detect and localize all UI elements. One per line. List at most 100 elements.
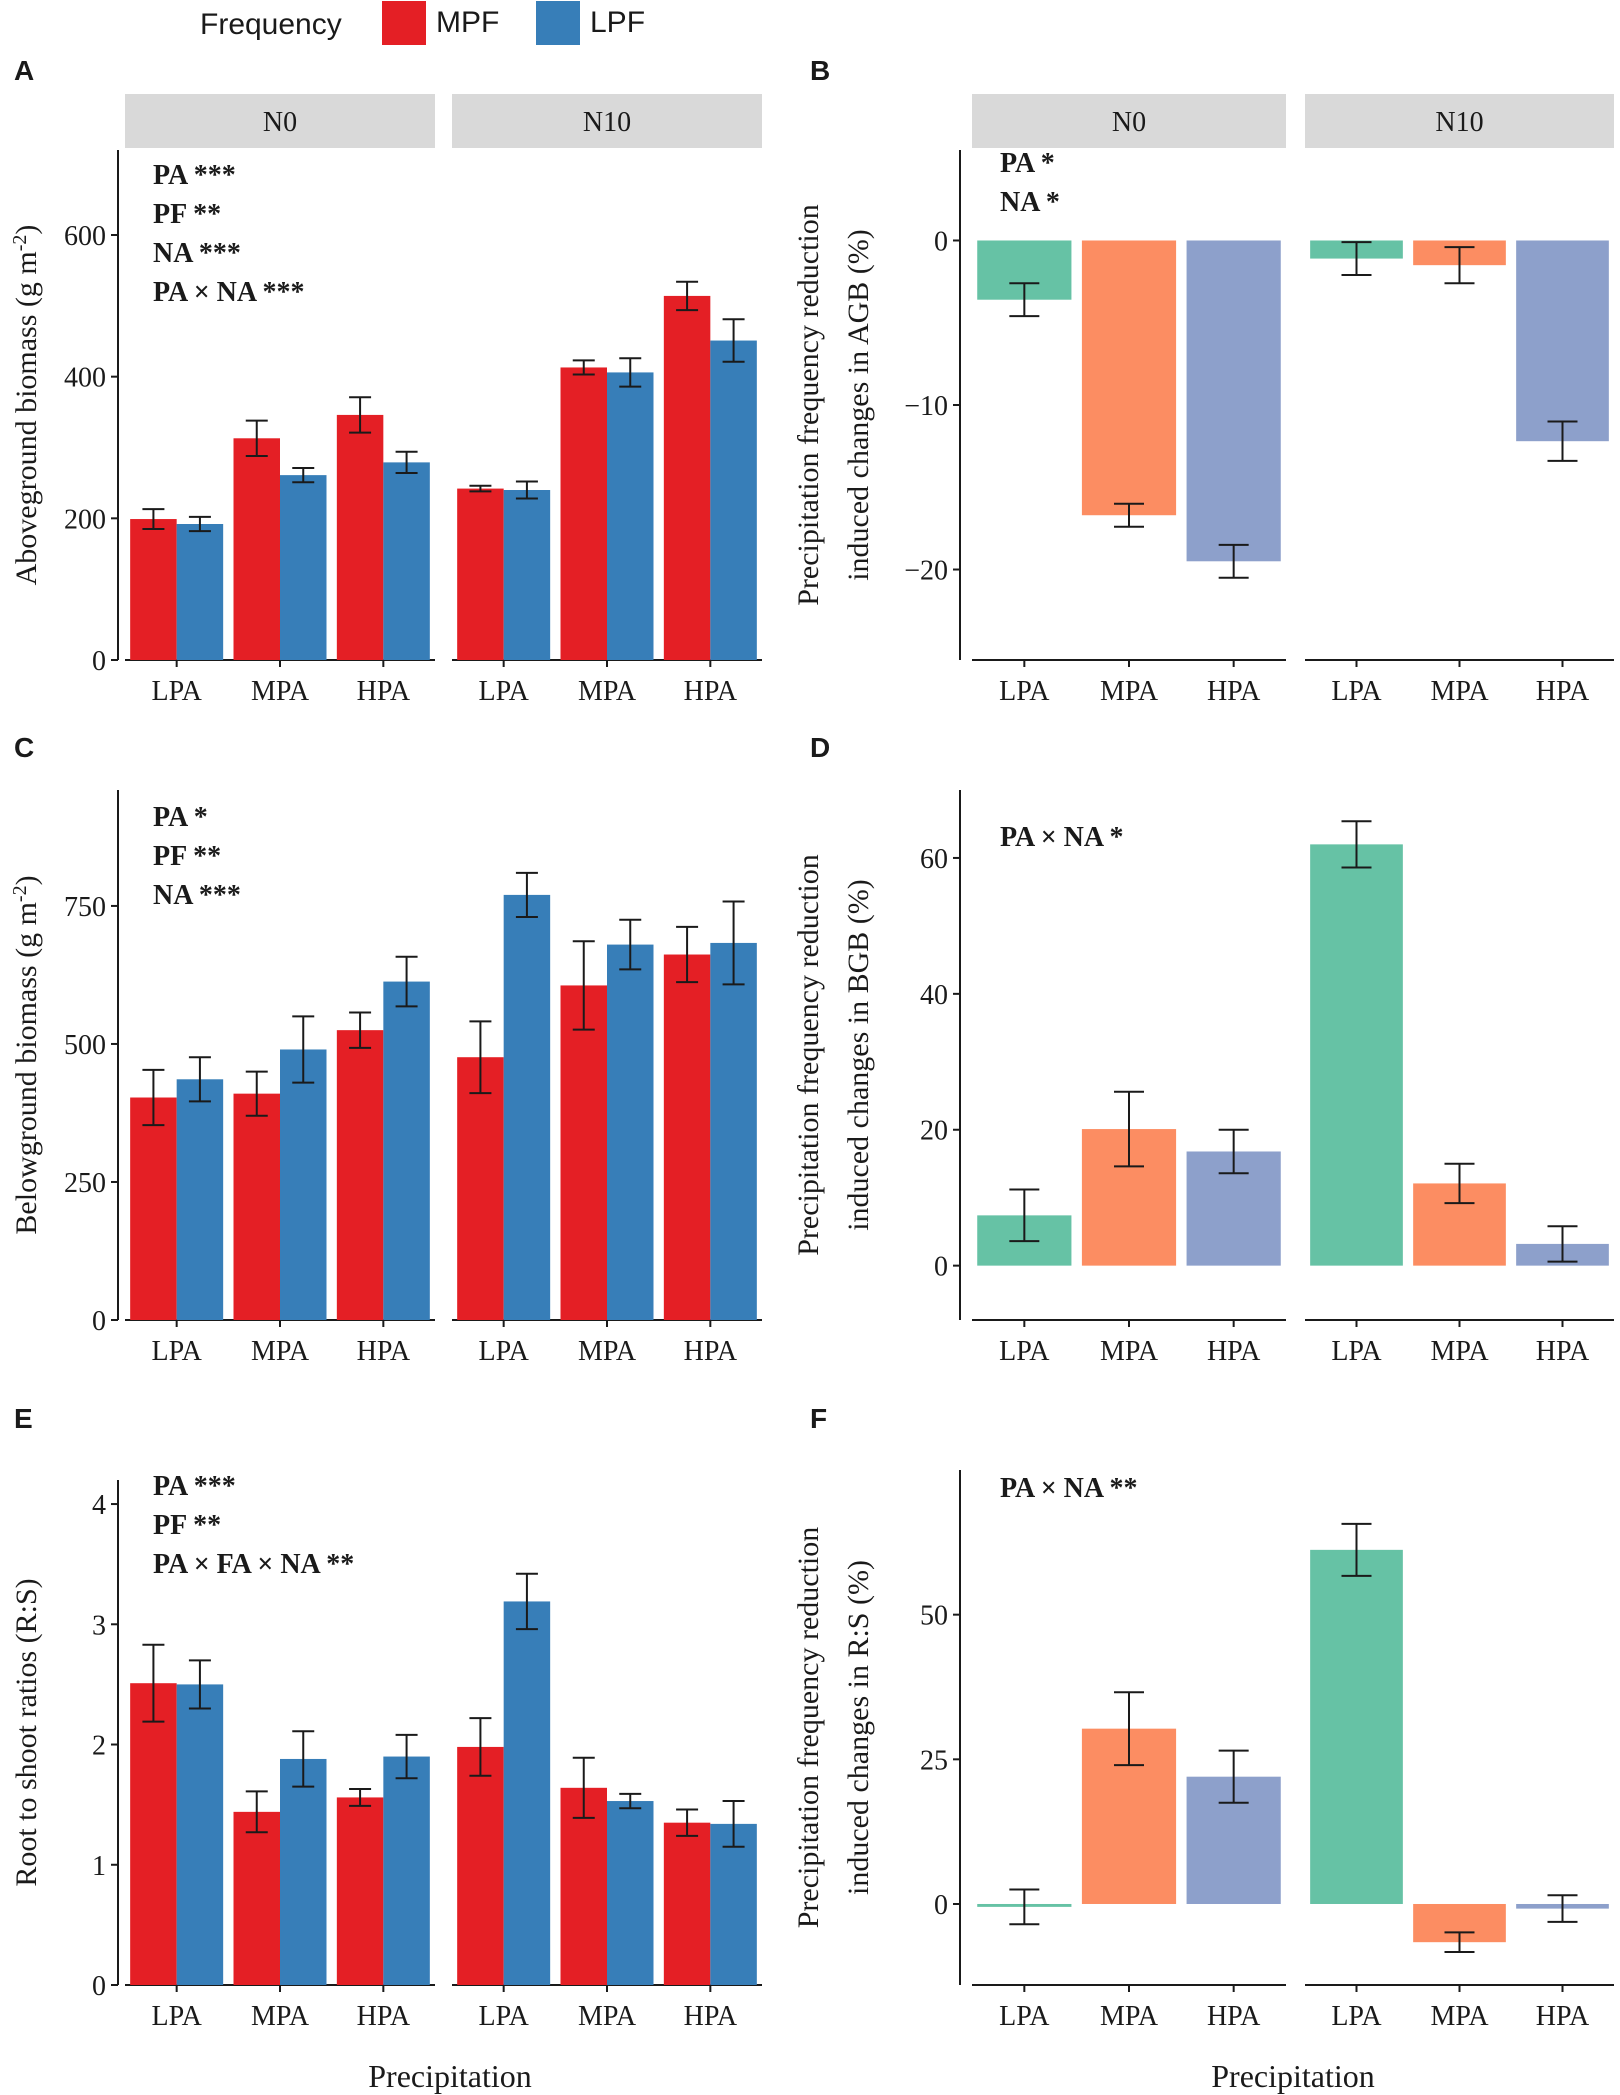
- bar-a-0-hpa-mpf: [336, 414, 384, 660]
- panel-d: D 0 20 40 60 Precipitation frequency reductio…: [792, 732, 1614, 1367]
- y-axis-title-d-line2: induced changes in BGB (%): [842, 879, 875, 1231]
- facet-strip-label-b-0: N0: [1112, 107, 1146, 138]
- legend: Frequency MPF LPF: [200, 1, 645, 45]
- facet-strip-label-a-0: N0: [263, 107, 297, 138]
- bar-e-1-lpa-mpf: [457, 1746, 504, 1985]
- x-tick-label-d-1-2: HPA: [1536, 1336, 1590, 1367]
- y-tick-label-e-2: 2: [92, 1731, 106, 1762]
- x-tick-label-a-0-1: MPA: [251, 676, 310, 707]
- bar-c-1-hpa-mpf: [663, 954, 711, 1320]
- x-tick-label-c-1-0: LPA: [479, 1336, 530, 1367]
- bar-a-0-lpa-lpf: [176, 524, 224, 660]
- bar-a-0-mpa-lpf: [280, 475, 327, 660]
- bar-c-0-lpa-mpf: [130, 1097, 177, 1320]
- panel-letter-d: D: [810, 732, 830, 763]
- panel-letter-c: C: [14, 732, 34, 763]
- x-tick-label-f-1-0: LPA: [1331, 2001, 1382, 2032]
- y-tick-label-d-3: 60: [920, 844, 948, 875]
- x-tick-label-b-0-1: MPA: [1100, 676, 1159, 707]
- x-tick-label-a-0-2: HPA: [357, 676, 411, 707]
- y-axis-title-b-line2: induced changes in AGB (%): [842, 229, 875, 581]
- bar-c-0-hpa-mpf: [336, 1030, 384, 1320]
- x-tick-label-c-1-1: MPA: [578, 1336, 637, 1367]
- x-tick-label-f-0-1: MPA: [1100, 2001, 1159, 2032]
- annotation-a-2: NA ***: [153, 238, 241, 269]
- annotation-c-0: PA *: [153, 802, 208, 833]
- bar-a-1-mpa-mpf: [560, 367, 607, 660]
- x-tick-label-d-0-0: LPA: [999, 1336, 1050, 1367]
- bar-d-1-lpa: [1310, 844, 1403, 1266]
- x-axis-title-right: Precipitation: [1211, 2058, 1375, 2094]
- annotation-f-0: PA × NA **: [1000, 1473, 1138, 1504]
- panel-letter-b: B: [810, 55, 830, 86]
- bar-e-0-hpa-mpf: [336, 1797, 384, 1985]
- x-tick-label-a-1-2: HPA: [684, 676, 738, 707]
- x-tick-label-f-1-2: HPA: [1536, 2001, 1590, 2032]
- annotation-b-0: PA *: [1000, 148, 1055, 179]
- bar-e-0-lpa-mpf: [130, 1683, 177, 1985]
- bar-f-1-lpa: [1310, 1549, 1403, 1904]
- x-tick-label-f-0-2: HPA: [1207, 2001, 1261, 2032]
- y-tick-label-a-2: 400: [64, 363, 106, 394]
- facet-e-n10: LPA MPA HPA: [452, 1572, 762, 2032]
- legend-swatch-lpf: [536, 1, 580, 45]
- bar-e-1-lpa-lpf: [503, 1601, 551, 1985]
- y-tick-label-f-0: 0: [934, 1890, 948, 1921]
- bar-b-1-hpa: [1516, 240, 1609, 442]
- panel-b: B −20 −10 0 Precipitation frequency reductio…: [792, 55, 1614, 707]
- panel-letter-a: A: [14, 55, 34, 86]
- panel-letter-e: E: [14, 1403, 33, 1434]
- annotation-c-2: NA ***: [153, 880, 241, 911]
- bar-a-1-hpa-mpf: [663, 295, 711, 660]
- bar-e-1-mpa-mpf: [560, 1787, 607, 1985]
- bar-a-1-hpa-lpf: [710, 340, 757, 660]
- bar-c-0-lpa-lpf: [176, 1079, 224, 1320]
- facet-d-n10: LPA MPA HPA: [1305, 820, 1614, 1367]
- y-tick-label-d-0: 0: [934, 1252, 948, 1283]
- bar-e-1-mpa-lpf: [607, 1801, 654, 1985]
- x-tick-label-e-0-1: MPA: [251, 2001, 310, 2032]
- y-axis-title-e: Root to shoot ratios (R:S): [10, 1578, 43, 1886]
- x-tick-label-d-0-2: HPA: [1207, 1336, 1261, 1367]
- x-tick-label-b-0-2: HPA: [1207, 676, 1261, 707]
- bar-a-0-mpa-mpf: [233, 438, 280, 660]
- x-axis-title-left: Precipitation: [368, 2058, 532, 2094]
- facet-strip-a-0: [125, 94, 435, 148]
- bar-a-1-mpa-lpf: [607, 372, 654, 660]
- panel-letter-f: F: [810, 1403, 827, 1434]
- y-axis-title-f-line2: induced changes in R:S (%): [842, 1560, 875, 1895]
- x-tick-label-d-0-1: MPA: [1100, 1336, 1159, 1367]
- y-tick-label-e-1: 1: [92, 1851, 106, 1882]
- bar-c-0-hpa-lpf: [383, 981, 430, 1320]
- x-tick-label-e-1-0: LPA: [479, 2001, 530, 2032]
- facet-strip-b-0: [972, 94, 1286, 148]
- facet-b-n10: N10 LPA MPA HPA: [1305, 94, 1614, 707]
- facet-strip-a-1: [452, 94, 762, 148]
- x-tick-label-d-1-0: LPA: [1331, 1336, 1382, 1367]
- bar-c-1-lpa-mpf: [457, 1057, 504, 1320]
- bar-c-1-mpa-mpf: [560, 985, 607, 1320]
- y-tick-label-c-3: 750: [64, 892, 106, 923]
- annotation-d-0: PA × NA *: [1000, 822, 1124, 853]
- facet-d-n0: LPA MPA HPA: [972, 1090, 1286, 1367]
- y-tick-label-c-0: 0: [92, 1306, 106, 1337]
- bar-c-0-mpa-mpf: [233, 1093, 280, 1320]
- bar-a-0-hpa-lpf: [383, 462, 430, 660]
- y-tick-label-d-1: 20: [920, 1116, 948, 1147]
- facet-c-n10: LPA MPA HPA: [452, 871, 762, 1367]
- x-tick-label-d-1-1: MPA: [1430, 1336, 1489, 1367]
- annotation-a-1: PF **: [153, 199, 221, 230]
- y-tick-label-c-2: 500: [64, 1030, 106, 1061]
- x-tick-label-e-1-2: HPA: [684, 2001, 738, 2032]
- annotation-e-1: PF **: [153, 1510, 221, 1541]
- y-tick-label-a-1: 200: [64, 504, 106, 535]
- bar-c-1-mpa-lpf: [607, 944, 654, 1320]
- y-tick-label-e-4: 4: [92, 1490, 106, 1521]
- x-tick-label-c-0-2: HPA: [357, 1336, 411, 1367]
- bar-a-1-lpa-mpf: [457, 488, 504, 660]
- y-axis-title-f-line1: Precipitation frequency reduction: [792, 1527, 825, 1929]
- bar-e-0-hpa-lpf: [383, 1756, 430, 1985]
- facet-a-n0: N0 LPA MPA HPA: [125, 94, 435, 707]
